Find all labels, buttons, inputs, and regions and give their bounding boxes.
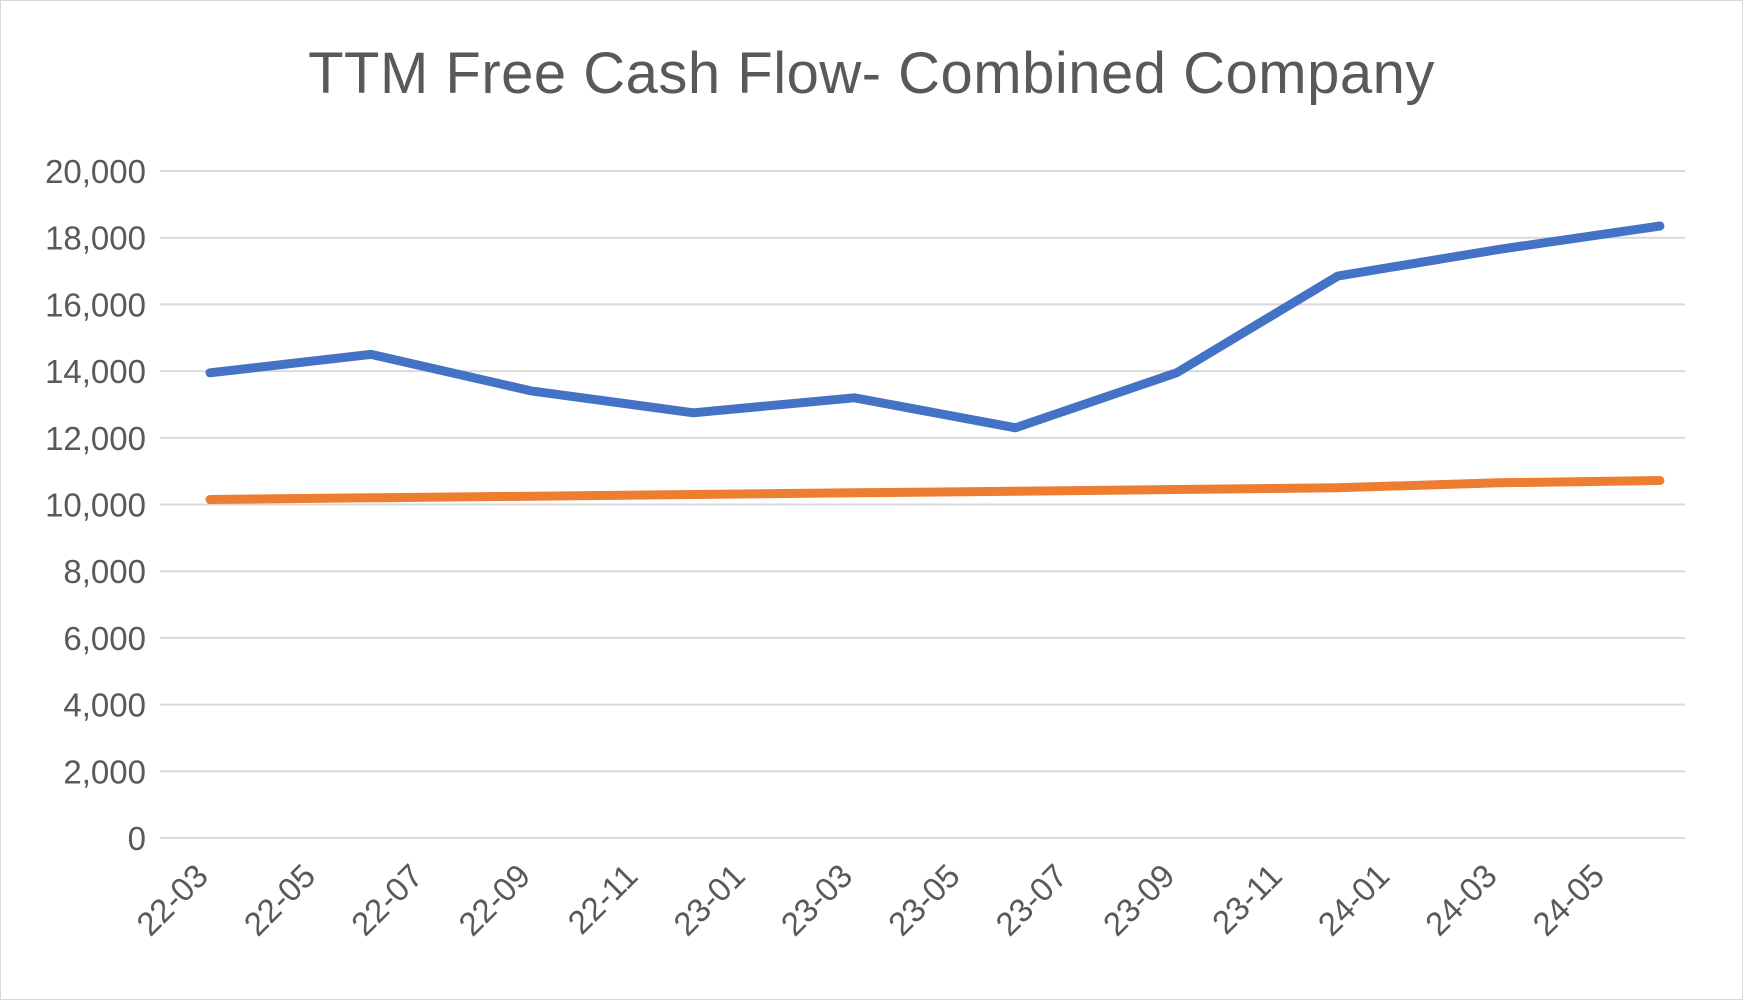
x-tick-label: 23-03 (774, 857, 860, 943)
series-line-1 (205, 221, 1665, 433)
x-tick-label: 22-07 (344, 857, 430, 943)
x-tick-label: 22-11 (560, 857, 644, 941)
x-tick-label: 24-01 (1311, 857, 1397, 943)
x-tick-label: 23-07 (988, 857, 1074, 943)
y-tick-label: 18,000 (45, 220, 146, 257)
x-tick-label: 22-03 (129, 857, 215, 943)
y-tick-label: 14,000 (45, 353, 146, 390)
x-tick-label: 23-11 (1205, 857, 1289, 941)
x-tick-label: 24-03 (1418, 857, 1504, 943)
x-tick-label: 23-05 (881, 857, 967, 943)
gridlines (160, 170, 1685, 839)
y-tick-label: 12,000 (45, 420, 146, 457)
y-tick-label: 20,000 (45, 153, 146, 190)
y-tick-label: 16,000 (45, 286, 146, 323)
chart-title: TTM Free Cash Flow- Combined Company (308, 41, 1435, 106)
y-axis-ticks: 0 2,000 4,000 6,000 8,000 10,000 12,000 14,000 1… (45, 153, 146, 857)
series-lines (205, 221, 1665, 504)
x-tick-label: 23-09 (1096, 857, 1182, 943)
y-tick-label: 8,000 (63, 553, 146, 590)
x-axis-ticks: 22-03 22-05 22-07 22-09 22-11 23-01 23-03 23-05… (129, 857, 1611, 943)
x-tick-label: 22-05 (237, 857, 323, 943)
series-line-2 (205, 476, 1665, 504)
x-tick-label: 24-05 (1525, 857, 1611, 943)
y-tick-label: 0 (128, 820, 146, 857)
y-tick-label: 6,000 (63, 620, 146, 657)
x-tick-label: 22-09 (451, 857, 537, 943)
y-tick-label: 4,000 (63, 687, 146, 724)
x-tick-label: 23-01 (666, 857, 752, 943)
y-tick-label: 10,000 (45, 487, 146, 524)
y-tick-label: 2,000 (63, 753, 146, 790)
